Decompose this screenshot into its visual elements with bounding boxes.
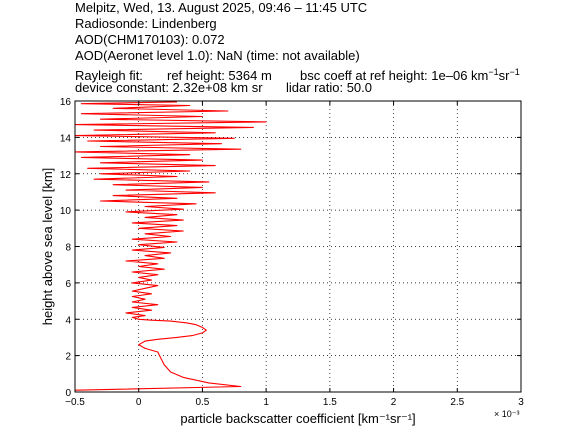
x-tick-label: 0	[136, 397, 142, 408]
x-tick-label: 1	[263, 397, 269, 408]
y-tick-label: 16	[60, 97, 72, 108]
ref-height-label: ref height: 5364 m	[167, 68, 272, 84]
data-series	[74, 101, 267, 391]
x-tick-label: 2.5	[450, 397, 464, 408]
y-tick-label: 2	[65, 352, 71, 363]
bsc-coeff-sup2: −1	[509, 67, 520, 77]
y-tick-label: 12	[60, 170, 72, 181]
title-location-time: Melpitz, Wed, 13. August 2025, 09:46 – 1…	[75, 0, 368, 15]
y-tick-label: 6	[65, 279, 71, 290]
plot-frame	[74, 100, 522, 393]
x-axis-label: particle backscatter coefficient [km⁻¹sr…	[180, 411, 415, 426]
chart-header: Melpitz, Wed, 13. August 2025, 09:46 – 1…	[75, 0, 575, 96]
aod-aeronet-label: AOD(Aeronet level 1.0): NaN (time: not a…	[75, 48, 360, 63]
radiosonde-label: Radiosonde: Lindenberg	[75, 16, 217, 31]
lidar-ratio-label: lidar ratio: 50.0	[286, 80, 372, 95]
device-constant-label: device constant: 2.32e+08 km sr	[75, 80, 263, 95]
aod-chm-label: AOD(CHM170103): 0.072	[75, 32, 225, 47]
x-axis-multiplier: × 10⁻³	[494, 409, 520, 419]
x-tick-label: 3	[518, 397, 524, 408]
bsc-coeff-label: bsc coeff at ref height: 1e–06 km−1sr−1	[300, 64, 520, 84]
y-tick-label: 14	[60, 133, 72, 144]
bsc-coeff-sr: sr	[498, 68, 510, 84]
x-tick-label: 1.5	[323, 397, 337, 408]
device-constant-row: device constant: 2.32e+08 km sr lidar rat…	[75, 80, 575, 96]
y-tick-label: 8	[65, 243, 71, 254]
x-tick-label: 0.5	[195, 397, 209, 408]
rayleigh-fit-row: Rayleigh fit: ref height: 5364 m bsc coeff…	[75, 64, 575, 83]
y-axis-label: height above sea level [km]	[40, 168, 55, 326]
rayleigh-fit-label: Rayleigh fit:	[75, 68, 143, 84]
y-tick-label: 0	[65, 388, 71, 399]
backscatter-profile-line	[74, 101, 267, 391]
bsc-coeff-sup1: −1	[488, 67, 499, 77]
x-tick-label: −0.5	[65, 397, 85, 408]
grid-lines	[75, 101, 521, 392]
y-tick-label: 10	[60, 206, 72, 217]
y-tick-label: 4	[65, 315, 71, 326]
bsc-coeff-text: bsc coeff at ref height: 1e–06 km	[300, 68, 489, 84]
x-tick-label: 2	[391, 397, 397, 408]
